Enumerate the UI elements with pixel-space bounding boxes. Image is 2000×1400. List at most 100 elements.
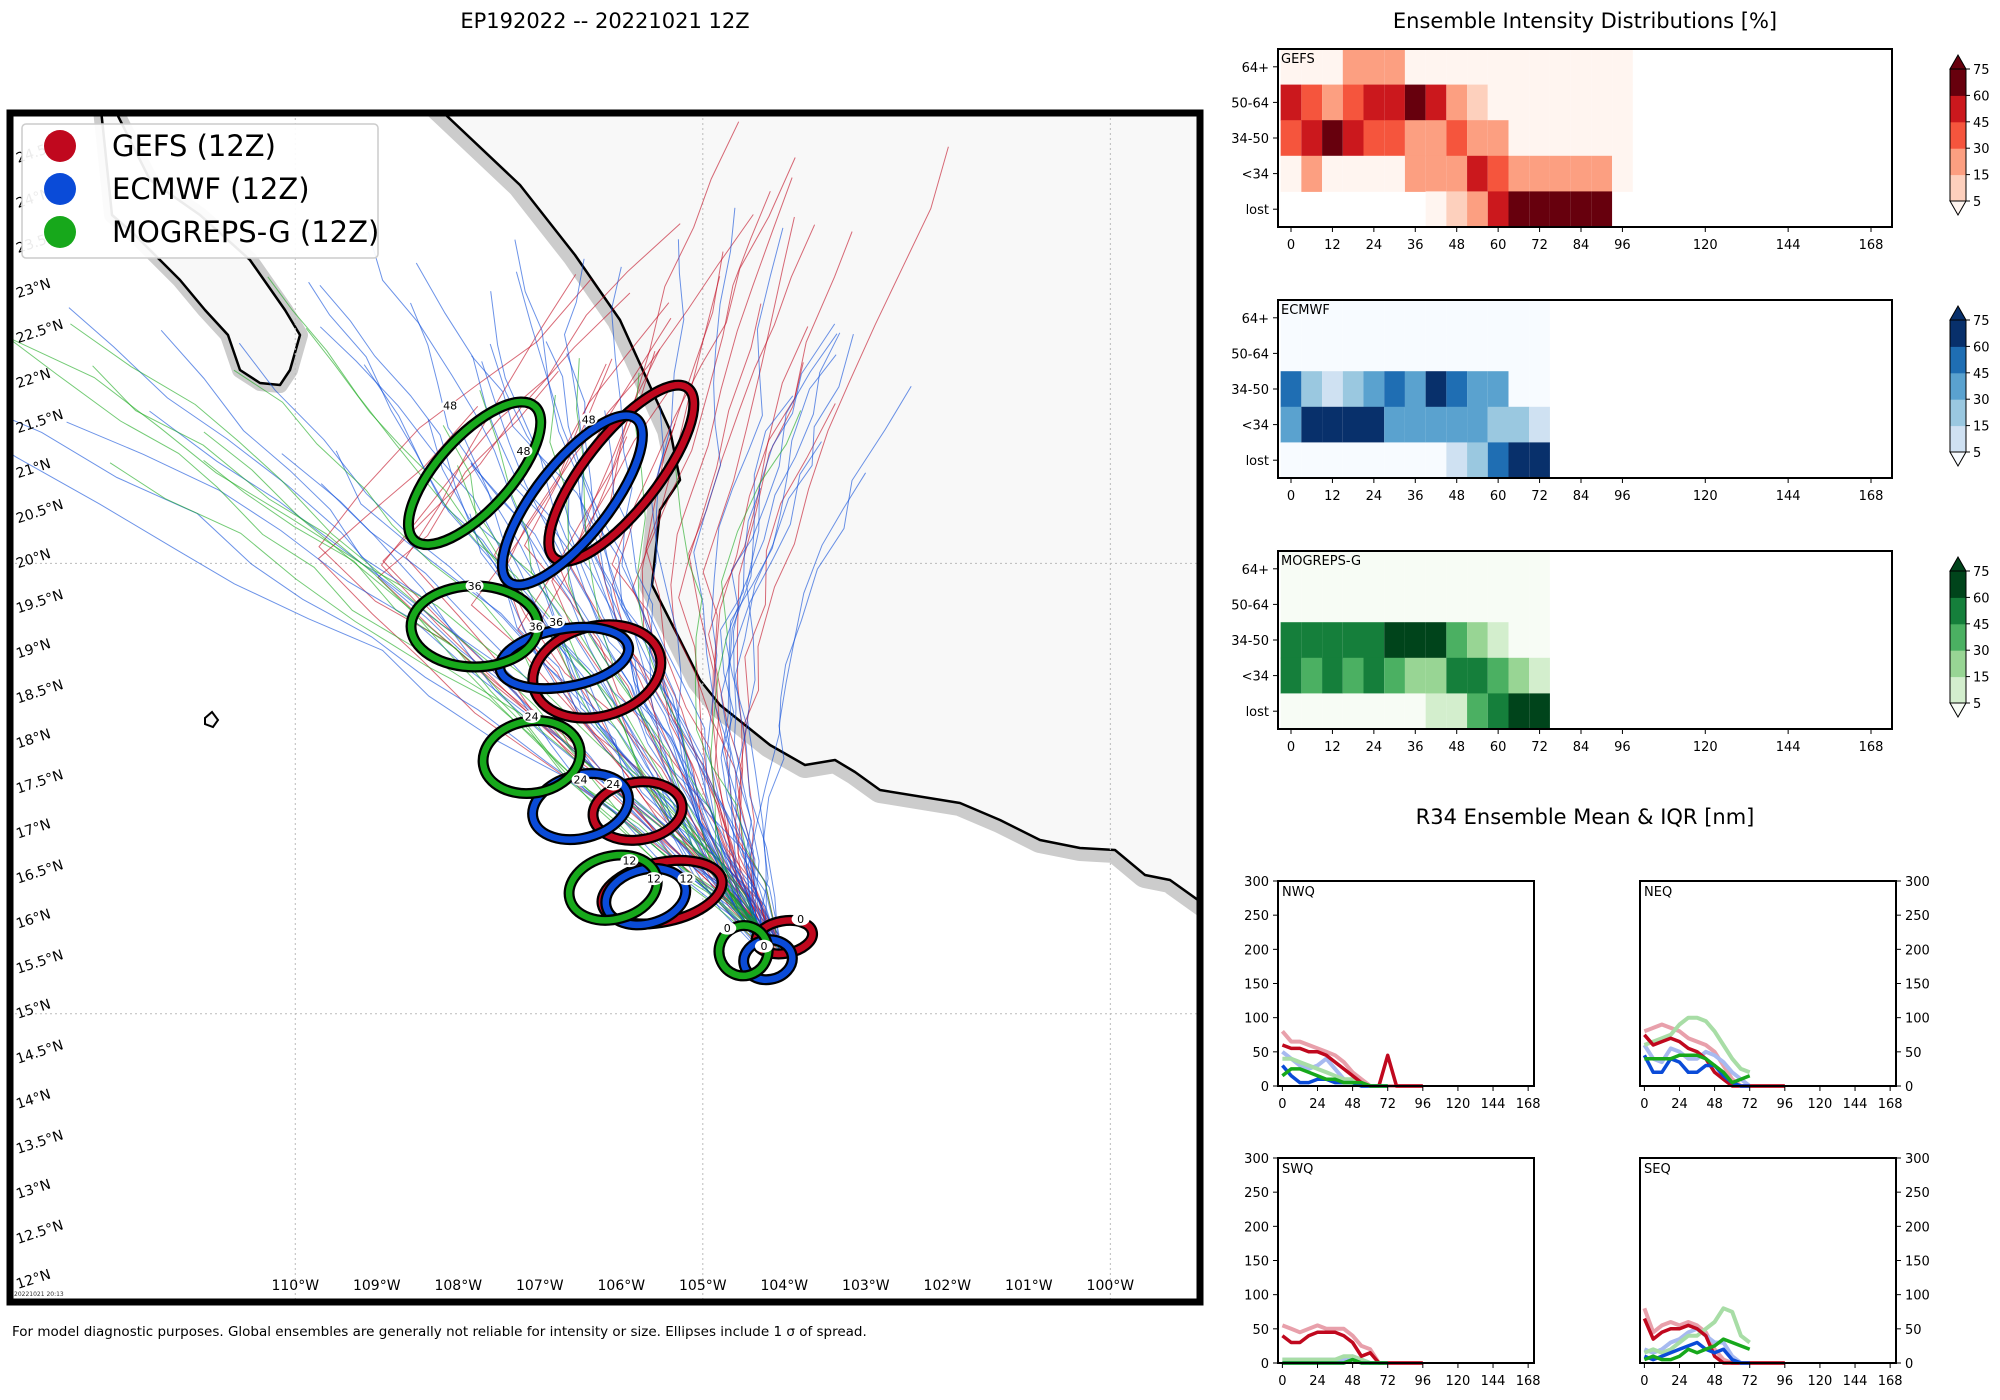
- heatmap-cell: [1549, 191, 1571, 228]
- heatmap-cell: [1446, 155, 1468, 192]
- heatmap-cell: [1404, 442, 1426, 479]
- mogreps-track: [10, 338, 767, 937]
- r34-xtick-label: 96: [1415, 1374, 1432, 1389]
- r34-ytick-label: 300: [1905, 1152, 1930, 1167]
- r34-ytick-label: 0: [1261, 1357, 1269, 1372]
- heatmap-cell: [1384, 49, 1405, 86]
- heatmap-cell: [1467, 622, 1488, 659]
- heatmap-cell: [1467, 442, 1488, 479]
- heatmap-cell: [1384, 551, 1405, 588]
- colorbar-segment: [1950, 676, 1966, 704]
- r34-panel-label: NWQ: [1282, 885, 1315, 900]
- lon-tick-label: 109°W: [353, 1278, 401, 1294]
- heatmap-row-label: lost: [1246, 203, 1269, 218]
- heatmap-cell: [1529, 371, 1550, 408]
- heatmap-cell: [1529, 586, 1550, 623]
- heatmap-cell: [1591, 49, 1613, 86]
- heatmap-cell: [1487, 693, 1509, 730]
- r34-ytick-label: 150: [1905, 978, 1930, 993]
- heatmap-cell: [1404, 551, 1426, 588]
- colorbar-segment: [1950, 372, 1966, 400]
- heatmap-cell: [1467, 191, 1488, 228]
- heatmap-xtick-label: 168: [1859, 489, 1884, 504]
- heatmap-cell: [1529, 191, 1550, 228]
- heatmap-cell: [1612, 49, 1633, 86]
- ecmwf-track: [514, 239, 760, 944]
- heatmap-cell: [1322, 371, 1343, 408]
- heatmap-row-label: <34: [1242, 419, 1269, 434]
- colorbar-segment: [1950, 148, 1966, 176]
- heatmap-cell: [1425, 49, 1447, 86]
- heatmap-cell: [1549, 49, 1571, 86]
- forecast-hour-label-bg: [791, 912, 810, 926]
- gefs-track: [708, 326, 809, 942]
- heatmap-cell: [1384, 120, 1405, 157]
- r34-ytick-label: 100: [1905, 1289, 1930, 1304]
- heatmap-cell: [1384, 442, 1405, 479]
- r34-ytick-label: 250: [1244, 1186, 1269, 1201]
- legend-marker-gefs: [44, 130, 76, 162]
- colorbar-extend-min: [1949, 451, 1967, 468]
- heatmap-xtick-label: 144: [1776, 740, 1801, 755]
- heatmap-cell: [1446, 551, 1468, 588]
- heatmap-cell: [1322, 551, 1343, 588]
- heatmap-cell: [1301, 371, 1323, 408]
- heatmap-cell: [1363, 586, 1385, 623]
- forecast-hour-label: 0: [760, 940, 767, 953]
- heatmap-cell: [1425, 120, 1447, 157]
- heatmap-cell: [1467, 84, 1488, 121]
- heatmap-cell: [1363, 120, 1385, 157]
- heatmap-cell: [1301, 406, 1323, 443]
- heatmap-cell: [1487, 371, 1509, 408]
- ecmwf-track: [747, 385, 912, 950]
- heatmap-cell: [1384, 622, 1405, 659]
- r34-xtick-label: 48: [1706, 1374, 1723, 1389]
- ecmwf-track: [734, 333, 854, 951]
- r34-ytick-label: 50: [1252, 1323, 1269, 1338]
- r34-bg: [1640, 1158, 1896, 1363]
- heatmap-row-label: 50-64: [1231, 96, 1269, 111]
- r34-xtick-label: 120: [1808, 1374, 1833, 1389]
- heatmap-cell: [1301, 120, 1323, 157]
- heatmap-xtick-label: 0: [1287, 740, 1295, 755]
- heatmap-xtick-label: 168: [1859, 238, 1884, 253]
- colorbar-extend-min: [1949, 702, 1967, 719]
- heatmap-cell: [1529, 406, 1550, 443]
- r34-xtick-label: 48: [1344, 1374, 1361, 1389]
- colorbar-tick-label: 45: [1973, 367, 1990, 382]
- r34-ytick-label: 200: [1905, 943, 1930, 958]
- heatmap-cell: [1342, 586, 1364, 623]
- heatmap-cell: [1529, 335, 1550, 372]
- colorbar-segment: [1950, 399, 1966, 427]
- heatmap-cell: [1529, 551, 1550, 588]
- r34-xtick-label: 144: [1481, 1097, 1506, 1112]
- heatmap-cell: [1508, 191, 1530, 228]
- r34-xtick-label: 96: [1777, 1374, 1794, 1389]
- heatmap-cell: [1446, 622, 1468, 659]
- heatmap-cell: [1446, 586, 1468, 623]
- heatmap-cell: [1446, 693, 1468, 730]
- r34-xtick-label: 0: [1640, 1374, 1648, 1389]
- intensity-heatmaps: GEFS 64+ 50-64 34-50 <34 lost 0 12 24 36 48 60 72 84 9…: [1231, 48, 1990, 755]
- heatmap-cell: [1508, 622, 1530, 659]
- colorbar-segment: [1950, 95, 1966, 123]
- heatmap-cell: [1467, 120, 1488, 157]
- r34-xtick-label: 24: [1671, 1374, 1688, 1389]
- heatmap-cell: [1322, 406, 1343, 443]
- ecmwf-track: [732, 332, 841, 944]
- heatmap-panel-ecmwf: ECMWF 64+ 50-64 34-50 <34 lost 0 12 24 36 48 60 72 84…: [1231, 299, 1990, 504]
- heatmap-cell: [1384, 155, 1405, 192]
- heatmap-cell: [1280, 693, 1302, 730]
- r34-ytick-label: 150: [1244, 1255, 1269, 1270]
- colorbar-tick-label: 45: [1973, 618, 1990, 633]
- heatmap-cell: [1363, 693, 1385, 730]
- forecast-hour-label: 48: [443, 400, 457, 413]
- heatmap-cell: [1301, 155, 1323, 192]
- heatmap-row-label: 34-50: [1231, 132, 1269, 147]
- heatmap-cell: [1425, 300, 1447, 337]
- heatmap-cell: [1301, 335, 1323, 372]
- heatmap-xtick-label: 120: [1693, 740, 1718, 755]
- colorbar-tick-label: 75: [1973, 565, 1990, 580]
- heatmap-cell: [1363, 49, 1385, 86]
- heatmap-cell: [1508, 657, 1530, 694]
